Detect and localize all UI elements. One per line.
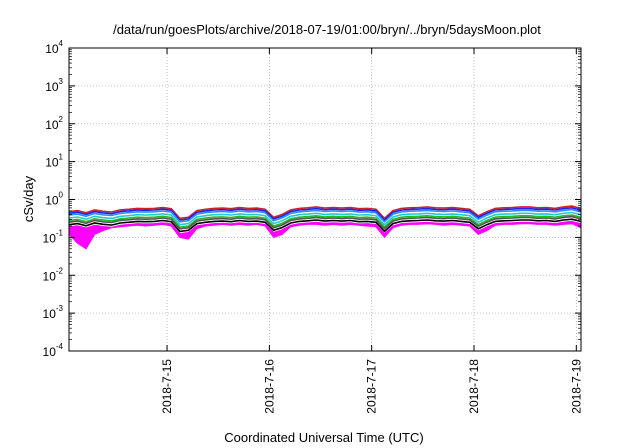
x-tick-label: 2018-7-19 — [569, 359, 583, 414]
series-line-4 — [68, 211, 581, 226]
y-tick-label: 103 — [45, 77, 63, 94]
series-line-3 — [68, 208, 581, 223]
y-tick-label: 101 — [45, 153, 63, 170]
y-tick-label: 10-3 — [43, 304, 64, 321]
x-tick-label: 2018-7-18 — [467, 359, 481, 414]
y-ticks: 104 103 102 101 100 10-1 10-2 10-3 10-4 — [43, 39, 581, 359]
y-tick-label: 100 — [45, 191, 63, 208]
x-tick-label: 2018-7-17 — [365, 359, 379, 414]
y-axis-label: cSv/day — [21, 175, 36, 222]
series-line-1 — [68, 205, 581, 220]
y-tick-label: 10-4 — [43, 342, 64, 359]
x-tick-label: 2018-7-16 — [262, 359, 276, 414]
series-band-0 — [68, 220, 582, 250]
y-tick-label: 104 — [45, 39, 63, 56]
y-tick-label: 10-1 — [43, 228, 64, 245]
series-line-5 — [68, 214, 581, 229]
series-layer — [68, 205, 582, 250]
x-tick-label: 2018-7-15 — [160, 359, 174, 414]
series-line-2 — [68, 206, 581, 222]
series-line-7 — [68, 218, 581, 233]
series-line-6 — [68, 215, 581, 230]
grid — [69, 48, 581, 351]
y-tick-label: 10-2 — [43, 266, 64, 283]
y-tick-label: 102 — [45, 115, 63, 132]
chart-title: /data/run/goesPlots/archive/2018-07-19/0… — [113, 22, 541, 37]
x-axis-label: Coordinated Universal Time (UTC) — [224, 430, 423, 445]
x-ticks: 2018-7-15 2018-7-16 2018-7-17 2018-7-18 2018… — [160, 48, 583, 414]
